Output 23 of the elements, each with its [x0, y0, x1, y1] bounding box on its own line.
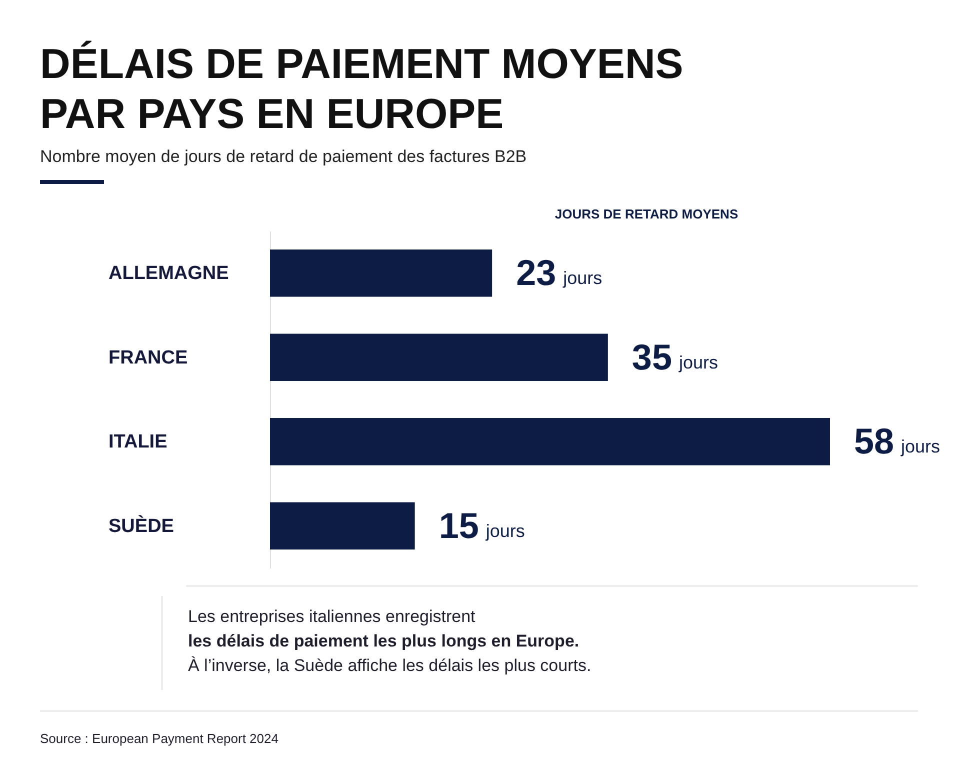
y-tick-label: ALLEMAGNE: [108, 263, 229, 284]
text: Les entreprises italiennes enregistrent: [188, 607, 476, 626]
annotation: jours: [562, 268, 602, 288]
data-label: 23: [516, 252, 556, 294]
y-tick-label: SUÈDE: [108, 514, 174, 537]
data-label: 35: [632, 336, 672, 378]
annotation: jours: [484, 520, 525, 541]
y-tick-label: FRANCE: [108, 347, 188, 368]
data-label: 15: [438, 504, 479, 546]
bar: [270, 250, 492, 297]
bar: [270, 418, 830, 466]
text: les délais de paiement les plus longs en Europe.: [188, 632, 580, 650]
bar: [270, 334, 608, 381]
text: À l’inverse, la Suède affiche les délais les plus courts.: [188, 656, 592, 675]
y-tick-label: ITALIE: [108, 432, 168, 453]
chart-title: DÉLAIS DE PAIEMENT MOYENS PAR PAYS EN EUROPE: [40, 40, 684, 137]
data-label: 58: [854, 420, 894, 462]
bar: [270, 502, 415, 550]
x-axis-title: JOURS DE RETARD MOYENS: [554, 206, 738, 222]
source-note: Source : European Payment Report 2024: [40, 731, 278, 746]
text: jours: [900, 436, 940, 457]
annotation: jours: [678, 352, 718, 372]
chart-subtitle: Nombre moyen de jours de retard de paiement des factures B2B: [40, 147, 527, 166]
